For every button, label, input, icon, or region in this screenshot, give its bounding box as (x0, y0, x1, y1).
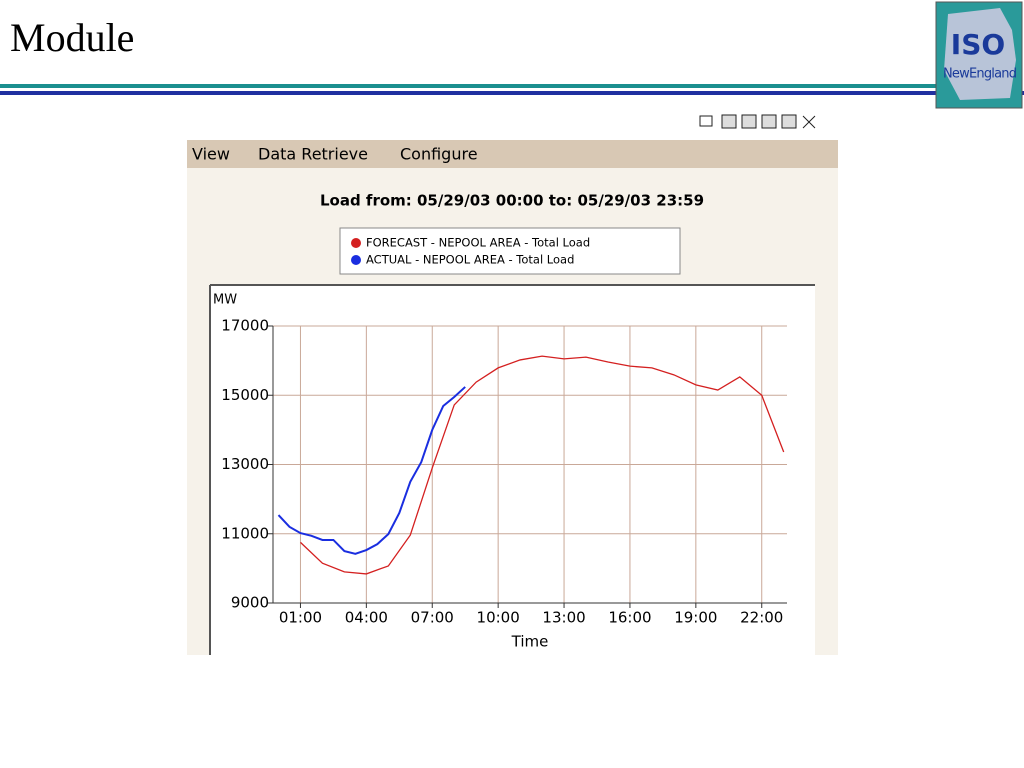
series-line (300, 355, 785, 575)
legend (339, 227, 681, 275)
menu-item[interactable]: Data Retrieve (258, 145, 368, 164)
menu-item[interactable]: View (192, 145, 230, 164)
chart-title: Load from: 05/29/03 00:00 to: 05/29/03 2… (320, 192, 704, 210)
menu-bar (187, 140, 838, 168)
control-down[interactable] (741, 114, 757, 129)
x-tick-label: 13:00 (542, 609, 585, 627)
x-axis-label: Time (511, 633, 549, 651)
rule-teal (0, 84, 940, 88)
logo-map (944, 8, 1016, 100)
y-tick-label: 17000 (221, 317, 269, 335)
control-left[interactable] (761, 114, 777, 129)
y-tick-label: 13000 (221, 455, 269, 473)
logo-newengland: NewEngland (943, 67, 1017, 82)
control-up[interactable] (721, 114, 737, 129)
logo: ISO NewEngland (935, 1, 1023, 109)
legend-label: FORECAST - NEPOOL AREA - Total Load (366, 236, 590, 250)
plot-panel (210, 285, 815, 655)
x-tick-label: 16:00 (608, 609, 651, 627)
legend-label: ACTUAL - NEPOOL AREA - Total Load (366, 253, 574, 267)
logo-iso: ISO (951, 28, 1005, 61)
x-tick-label: 22:00 (740, 609, 783, 627)
control-restore[interactable] (699, 115, 713, 127)
legend-marker (351, 255, 361, 265)
x-tick-label: 04:00 (345, 609, 388, 627)
y-tick-label: 11000 (221, 524, 269, 542)
y-axis-label: MW (213, 293, 237, 308)
slide-title: Module (10, 15, 134, 60)
y-tick-label: 9000 (231, 594, 269, 612)
rule-blue (0, 91, 1024, 95)
control-right[interactable] (781, 114, 797, 129)
legend-marker (351, 238, 361, 248)
window-controls (699, 114, 816, 129)
series-line (277, 386, 466, 555)
y-tick-label: 15000 (221, 386, 269, 404)
x-tick-label: 10:00 (477, 609, 520, 627)
x-tick-label: 07:00 (411, 609, 454, 627)
x-tick-label: 01:00 (279, 609, 322, 627)
x-tick-label: 19:00 (674, 609, 717, 627)
menu-item[interactable]: Configure (400, 145, 478, 164)
control-close[interactable] (802, 115, 816, 129)
